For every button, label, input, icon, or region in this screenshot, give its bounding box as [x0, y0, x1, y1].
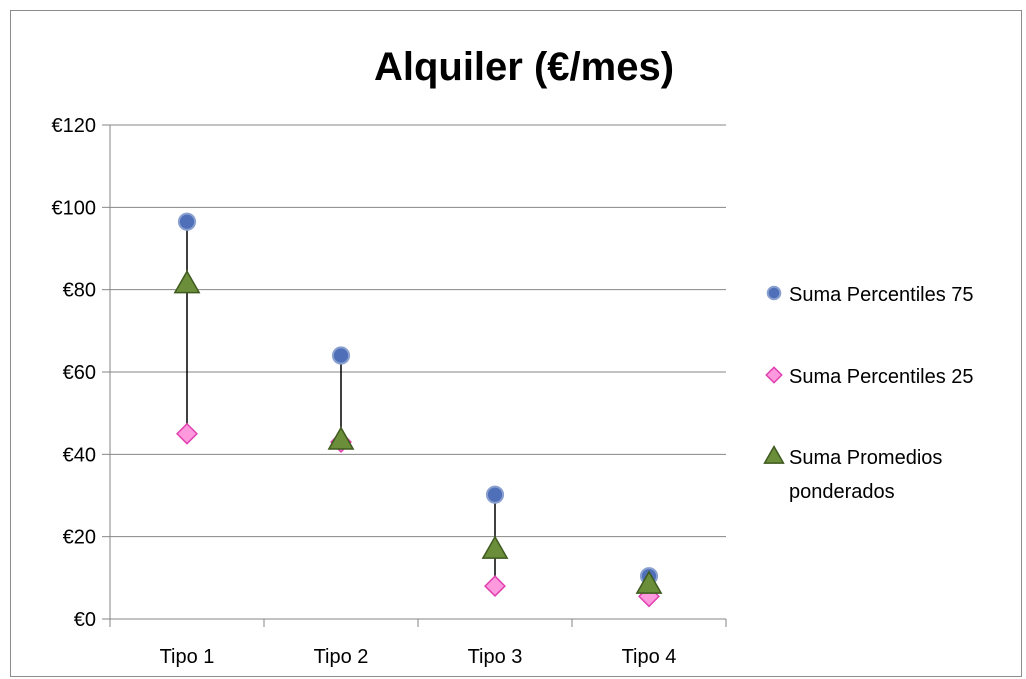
x-tick-labels: Tipo 1 Tipo 2 Tipo 3 Tipo 4	[160, 646, 677, 668]
high-low-lines	[186, 221, 650, 597]
y-tick-label: €20	[63, 527, 96, 549]
legend-label: Suma Percentiles 75	[789, 284, 974, 306]
y-tick-label: €40	[63, 444, 96, 466]
legend-marker-circle	[766, 285, 782, 301]
data-point-triangle	[327, 426, 355, 450]
y-tick-label: €60	[63, 362, 96, 384]
x-tick-label: Tipo 2	[314, 646, 369, 668]
legend-label: Suma Percentiles 25	[789, 366, 974, 388]
legend: Suma Percentiles 75 Suma Percentiles 25 Su…	[763, 284, 974, 503]
data-point-diamond	[176, 422, 198, 445]
data-point-triangle	[635, 570, 663, 594]
data-point-circle	[177, 212, 197, 231]
chart-title: Alquiler (€/mes)	[374, 45, 674, 89]
grid	[110, 124, 726, 538]
legend-label: ponderados	[789, 481, 895, 503]
y-tick-label: €100	[52, 197, 97, 219]
legend-label: Suma Promedios	[789, 447, 942, 469]
x-tick-label: Tipo 3	[468, 646, 523, 668]
x-tick-label: Tipo 1	[160, 646, 215, 668]
data-markers	[173, 212, 663, 608]
legend-marker-diamond	[765, 366, 783, 384]
data-point-diamond	[484, 575, 506, 598]
axes	[102, 124, 727, 627]
legend-marker-triangle	[763, 445, 785, 464]
x-tick-label: Tipo 4	[622, 646, 677, 668]
y-tick-labels: €0 €20 €40 €60 €80 €100 €120	[52, 115, 97, 631]
y-tick-label: €120	[52, 115, 97, 137]
data-point-triangle	[481, 535, 509, 559]
y-tick-label: €0	[74, 609, 96, 631]
chart-frame	[10, 10, 1022, 677]
data-point-circle	[485, 485, 505, 504]
y-tick-label: €80	[63, 280, 96, 302]
data-point-circle	[331, 346, 351, 365]
data-point-triangle	[173, 269, 201, 294]
